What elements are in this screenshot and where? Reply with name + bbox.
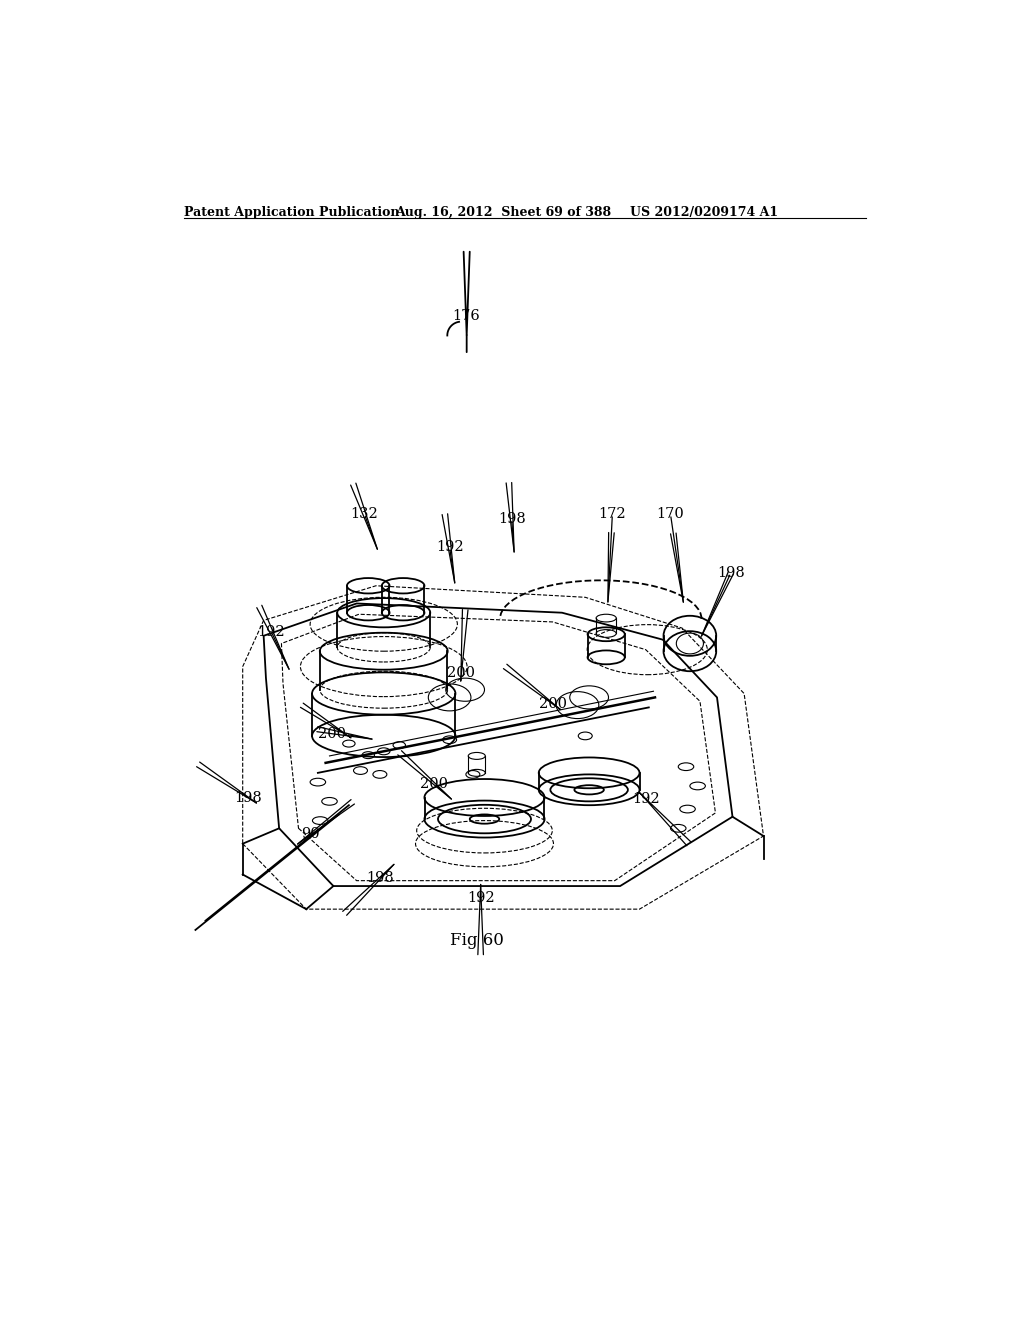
Text: 192: 192 (258, 624, 286, 639)
Text: 192: 192 (467, 891, 495, 904)
Text: 170: 170 (656, 507, 684, 521)
Text: Aug. 16, 2012  Sheet 69 of 388: Aug. 16, 2012 Sheet 69 of 388 (395, 206, 611, 219)
Text: 198: 198 (234, 791, 262, 804)
Text: 172: 172 (599, 507, 627, 521)
Text: 192: 192 (632, 792, 659, 807)
Text: 200: 200 (447, 665, 475, 680)
Text: 90: 90 (301, 828, 319, 841)
Text: 200: 200 (539, 697, 566, 710)
Text: 198: 198 (498, 512, 525, 525)
Text: 200: 200 (420, 776, 449, 791)
Text: 198: 198 (366, 871, 394, 886)
Text: 192: 192 (436, 540, 464, 554)
Text: 132: 132 (350, 507, 378, 521)
Text: Patent Application Publication: Patent Application Publication (183, 206, 399, 219)
Text: 176: 176 (452, 309, 479, 322)
Text: US 2012/0209174 A1: US 2012/0209174 A1 (630, 206, 778, 219)
Text: 200: 200 (317, 727, 346, 742)
Text: Fig 60: Fig 60 (450, 932, 504, 949)
Text: 198: 198 (717, 566, 744, 579)
